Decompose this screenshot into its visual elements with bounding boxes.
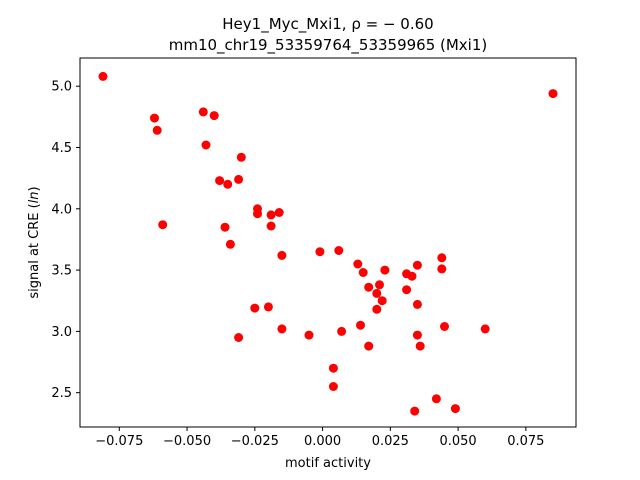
data-point — [150, 113, 159, 123]
data-point — [358, 268, 368, 277]
data-point — [437, 264, 447, 274]
data-point — [220, 222, 230, 232]
x-tick-label: 0.025 — [372, 434, 409, 449]
data-point — [412, 260, 422, 270]
data-point — [356, 320, 365, 330]
data-point — [215, 176, 225, 186]
data-point — [450, 404, 460, 414]
data-point — [266, 221, 276, 231]
y-axis-label-suffix: ) — [27, 186, 42, 191]
data-point — [334, 246, 344, 255]
plot-frame — [79, 57, 577, 428]
y-axis-label: signal at CRE (ln) — [27, 186, 42, 298]
data-point — [236, 152, 246, 162]
x-tick-label: −0.050 — [163, 434, 211, 449]
data-point — [375, 280, 384, 290]
data-point — [548, 89, 558, 99]
data-point — [234, 333, 244, 342]
x-tick-label: −0.025 — [231, 434, 279, 449]
data-point — [402, 285, 412, 295]
data-point — [225, 239, 235, 249]
data-point — [209, 111, 219, 121]
data-point — [437, 253, 447, 263]
data-point — [328, 382, 338, 391]
data-point — [304, 330, 314, 340]
data-point — [431, 394, 441, 404]
data-point — [152, 125, 162, 135]
data-point — [415, 341, 425, 351]
x-tick-label: 0.050 — [439, 434, 476, 449]
y-tick-label: 3.0 — [51, 325, 72, 340]
data-point — [223, 179, 233, 189]
data-point — [277, 250, 287, 260]
data-point — [198, 107, 208, 117]
data-point — [410, 406, 420, 416]
data-point — [372, 288, 382, 298]
data-point — [277, 324, 287, 334]
data-point — [201, 140, 211, 150]
x-tick-label: 0.075 — [507, 434, 544, 449]
data-point — [440, 322, 449, 331]
y-axis-label-italic: ln — [27, 191, 42, 203]
chart-title-line2: mm10_chr19_53359764_53359965 (Mxi1) — [169, 36, 488, 55]
data-point — [250, 303, 260, 313]
y-axis-label-prefix: signal at CRE ( — [27, 203, 42, 298]
y-tick-label: 5.0 — [51, 80, 72, 95]
data-point — [364, 282, 374, 292]
x-tick-label: −0.075 — [95, 434, 143, 449]
data-point — [266, 210, 276, 220]
y-tick-label: 3.5 — [51, 264, 72, 279]
y-axis: 2.5 3.0 3.5 4.0 4.5 5.0 — [51, 80, 80, 401]
data-point — [480, 324, 490, 334]
data-point — [412, 330, 422, 340]
data-point — [158, 220, 168, 230]
data-point — [372, 304, 382, 314]
chart-title-line1: Hey1_Myc_Mxi1, ρ = − 0.60 — [222, 15, 433, 34]
data-point — [407, 271, 417, 281]
data-point — [253, 209, 262, 219]
x-axis: −0.075 −0.050 −0.025 0.000 0.025 0.050 0.075 — [95, 427, 544, 449]
x-tick-label: 0.000 — [304, 434, 341, 449]
data-point — [364, 341, 374, 351]
data-point — [315, 247, 325, 257]
data-point — [380, 265, 390, 275]
data-point — [234, 174, 244, 184]
data-point — [98, 71, 108, 81]
points-layer — [98, 71, 558, 416]
data-point — [274, 208, 284, 217]
y-tick-label: 4.0 — [51, 202, 72, 217]
data-point — [412, 299, 422, 309]
data-point — [377, 296, 387, 306]
data-point — [263, 302, 273, 312]
data-point — [337, 326, 347, 336]
y-tick-label: 4.5 — [51, 141, 72, 156]
data-point — [353, 259, 363, 269]
x-axis-label: motif activity — [285, 456, 371, 471]
data-point — [328, 363, 338, 373]
y-tick-label: 2.5 — [51, 386, 72, 401]
